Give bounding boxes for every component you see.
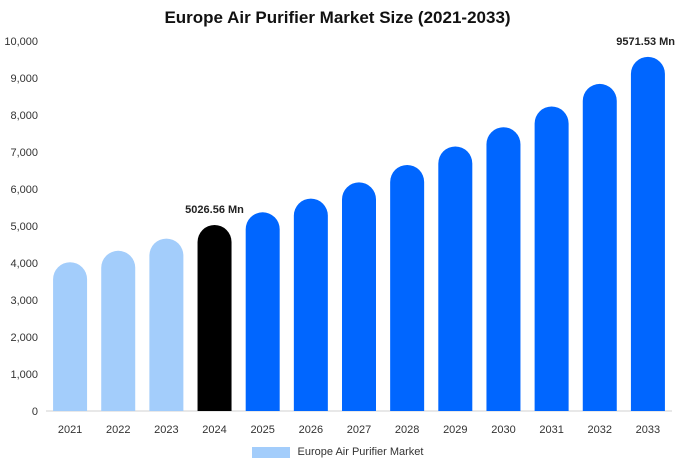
x-tick-label: 2021 — [58, 424, 82, 436]
bar-2030[interactable] — [486, 127, 521, 411]
bar-2022[interactable] — [101, 250, 136, 411]
bar-2033[interactable] — [630, 56, 665, 412]
y-tick-label: 5,000 — [10, 221, 38, 233]
y-tick-label: 7,000 — [10, 147, 38, 159]
bar-2027[interactable] — [342, 182, 376, 411]
bar-2029[interactable] — [438, 146, 473, 411]
y-tick-label: 6,000 — [10, 184, 38, 196]
bar-2031[interactable] — [534, 106, 569, 412]
legend-label: Europe Air Purifier Market — [297, 446, 424, 458]
x-tick-label: 2030 — [491, 424, 515, 436]
legend-swatch — [251, 446, 290, 458]
x-tick-label: 2026 — [299, 424, 323, 436]
bar-2025[interactable] — [245, 212, 280, 411]
x-tick-label: 2031 — [539, 424, 563, 436]
data-label-2033: 9571.53 Mn — [616, 36, 675, 48]
x-tick-label: 2024 — [202, 424, 226, 436]
x-tick-label: 2029 — [443, 424, 467, 436]
x-tick-label: 2022 — [106, 424, 130, 436]
chart-title: Europe Air Purifier Market Size (2021-20… — [164, 8, 511, 27]
y-tick-label: 2,000 — [10, 332, 38, 344]
x-tick-label: 2027 — [347, 424, 371, 436]
bar-2024[interactable] — [197, 225, 232, 411]
y-tick-label: 3,000 — [10, 295, 38, 307]
x-tick-label: 2032 — [588, 424, 612, 436]
x-tick-label: 2025 — [250, 424, 274, 436]
y-tick-label: 1,000 — [10, 369, 38, 381]
x-tick-label: 2028 — [395, 424, 419, 436]
y-tick-label: 9,000 — [10, 73, 38, 85]
y-tick-label: 8,000 — [10, 110, 38, 122]
bar-2021[interactable] — [53, 262, 88, 411]
data-label-2024: 5026.56 Mn — [185, 204, 244, 216]
y-tick-label: 4,000 — [10, 258, 38, 270]
x-tick-label: 2023 — [154, 424, 178, 436]
y-tick-label: 10,000 — [4, 36, 38, 48]
x-tick-label: 2033 — [636, 424, 660, 436]
bar-2032[interactable] — [582, 83, 617, 412]
bar-2023[interactable] — [149, 238, 184, 411]
chart-legend: Europe Air Purifier Market — [0, 446, 675, 458]
bar-2026[interactable] — [293, 198, 328, 411]
y-tick-label: 0 — [32, 406, 38, 418]
bar-2028[interactable] — [390, 164, 425, 411]
